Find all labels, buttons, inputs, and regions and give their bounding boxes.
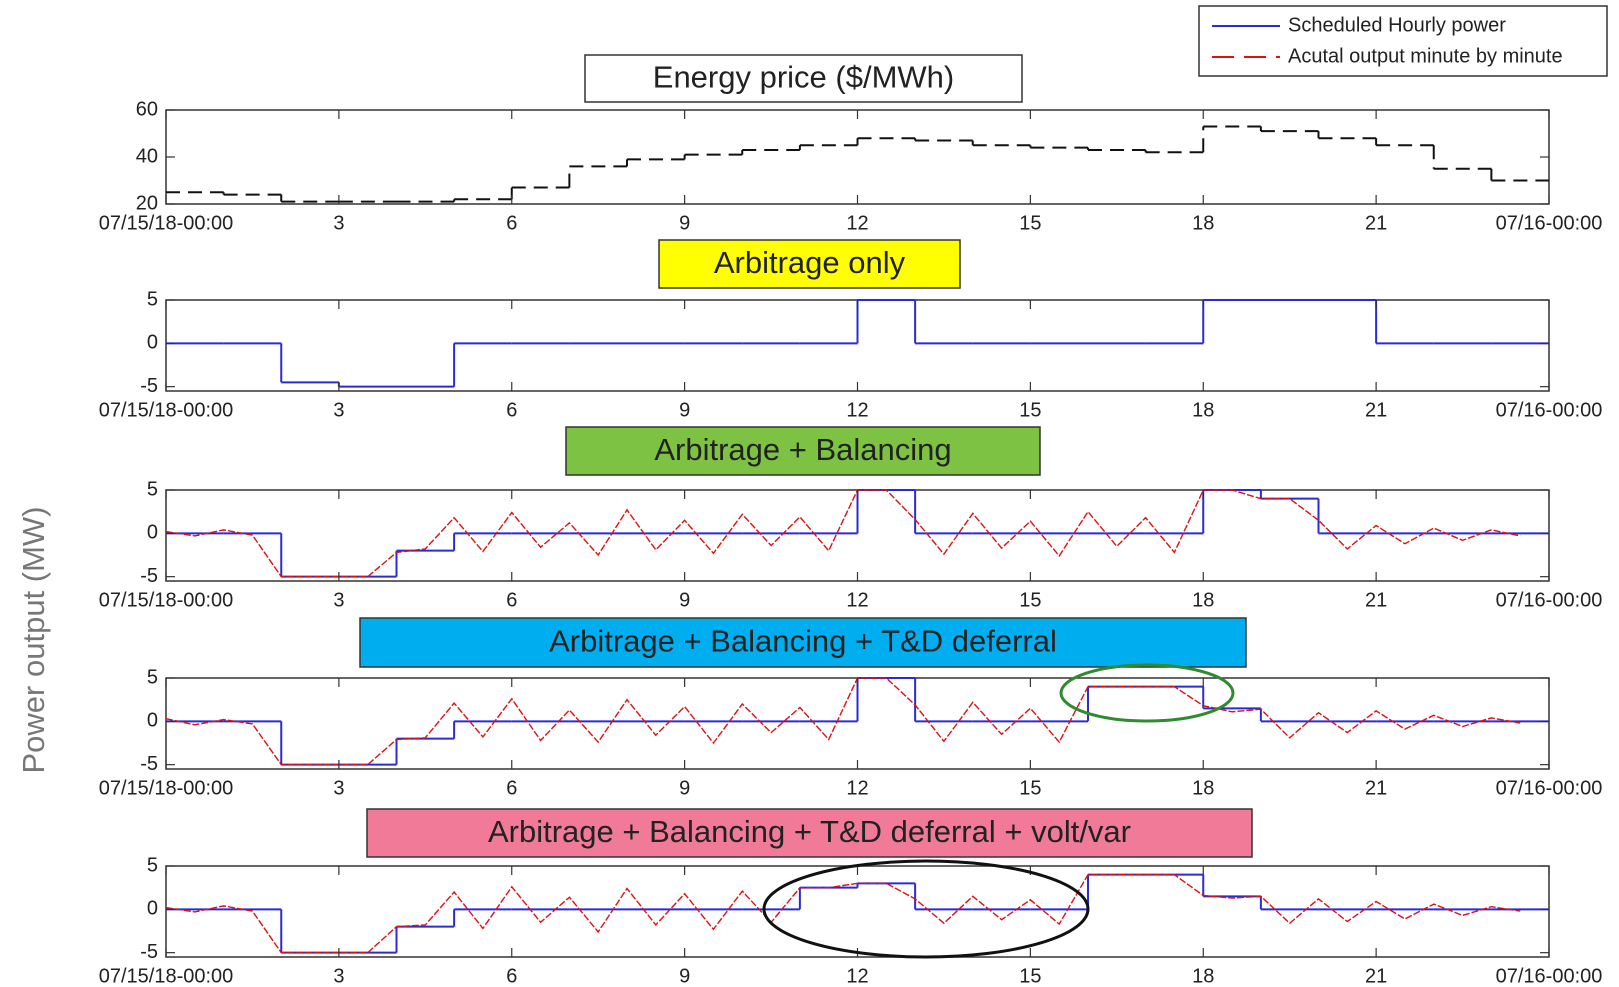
x-tick-label: 07/15/18-00:00 [99, 777, 234, 799]
x-tick-label: 12 [846, 965, 868, 987]
y-axis-label: Power output (MW) [16, 506, 51, 773]
x-tick-label: 12 [846, 777, 868, 799]
panel-title: Arbitrage + Balancing + T&D deferral + v… [488, 814, 1131, 849]
panel-title-box [366, 808, 1253, 858]
actual-output-line [165, 677, 1521, 766]
x-tick-label: 18 [1192, 777, 1214, 799]
y-tick-label: -5 [140, 941, 158, 963]
y-tick-label: -5 [140, 375, 158, 397]
x-tick-label: 21 [1365, 212, 1387, 234]
x-tick-label: 18 [1192, 399, 1214, 421]
x-tick-label: 07/15/18-00:00 [99, 399, 234, 421]
x-tick-label: 07/15/18-00:00 [99, 212, 234, 234]
y-tick-label: 0 [147, 522, 158, 544]
panel-title: Arbitrage + Balancing + T&D deferral [549, 624, 1057, 659]
x-tick-label: 07/16-00:00 [1496, 212, 1603, 234]
panel-title: Arbitrage + Balancing [654, 432, 951, 467]
x-tick-label: 6 [506, 965, 517, 987]
plot-area [165, 865, 1550, 958]
x-tick-label: 07/15/18-00:00 [99, 965, 234, 987]
x-tick-label: 07/16-00:00 [1496, 777, 1603, 799]
x-tick-label: 15 [1019, 965, 1041, 987]
x-tick-label: 6 [506, 212, 517, 234]
x-tick-label: 6 [506, 399, 517, 421]
legend-box [1198, 5, 1608, 77]
y-tick-label: 0 [147, 898, 158, 920]
x-tick-label: 3 [333, 212, 344, 234]
x-tick-label: 18 [1192, 965, 1214, 987]
x-tick-label: 07/16-00:00 [1496, 589, 1603, 611]
x-tick-label: 18 [1192, 589, 1214, 611]
y-tick-label: 60 [136, 98, 158, 120]
x-tick-label: 9 [679, 777, 690, 799]
x-tick-label: 6 [506, 589, 517, 611]
x-tick-label: 15 [1019, 212, 1041, 234]
actual-output-line [165, 874, 1521, 954]
y-tick-label: -5 [140, 753, 158, 775]
x-tick-label: 9 [679, 589, 690, 611]
x-tick-label: 12 [846, 589, 868, 611]
y-tick-label: 5 [147, 666, 158, 688]
x-tick-label: 21 [1365, 777, 1387, 799]
legend-label: Scheduled Hourly power [1288, 14, 1506, 36]
x-tick-label: 3 [333, 589, 344, 611]
x-tick-label: 07/16-00:00 [1496, 399, 1603, 421]
highlight-ellipse [762, 859, 1090, 959]
panel-title-box [565, 426, 1041, 476]
x-tick-label: 3 [333, 777, 344, 799]
x-tick-label: 15 [1019, 399, 1041, 421]
x-tick-label: 15 [1019, 777, 1041, 799]
plot-area [165, 109, 1550, 205]
y-tick-label: 5 [147, 854, 158, 876]
x-tick-label: 6 [506, 777, 517, 799]
actual-output-line [165, 489, 1521, 578]
x-tick-label: 9 [679, 965, 690, 987]
x-tick-label: 12 [846, 399, 868, 421]
panel-title-box [584, 54, 1023, 103]
x-tick-label: 9 [679, 399, 690, 421]
panel-title: Arbitrage only [714, 245, 906, 280]
panel-title: Energy price ($/MWh) [653, 60, 954, 95]
x-tick-label: 9 [679, 212, 690, 234]
y-tick-label: 20 [136, 192, 158, 214]
x-tick-label: 12 [846, 212, 868, 234]
highlight-ellipse [1059, 663, 1235, 723]
x-tick-label: 15 [1019, 589, 1041, 611]
x-tick-label: 07/16-00:00 [1496, 965, 1603, 987]
x-tick-label: 07/15/18-00:00 [99, 589, 234, 611]
legend-label: Acutal output minute by minute [1288, 45, 1563, 67]
x-tick-label: 21 [1365, 589, 1387, 611]
y-tick-label: 5 [147, 288, 158, 310]
y-tick-label: 40 [136, 145, 158, 167]
x-tick-label: 21 [1365, 965, 1387, 987]
x-tick-label: 3 [333, 965, 344, 987]
panel-title-box [359, 617, 1247, 668]
x-tick-label: 18 [1192, 212, 1214, 234]
y-tick-label: 0 [147, 332, 158, 354]
y-tick-label: 0 [147, 710, 158, 732]
y-tick-label: -5 [140, 565, 158, 587]
panel-title-box [658, 239, 961, 289]
x-tick-label: 3 [333, 399, 344, 421]
y-tick-label: 5 [147, 478, 158, 500]
x-tick-label: 21 [1365, 399, 1387, 421]
